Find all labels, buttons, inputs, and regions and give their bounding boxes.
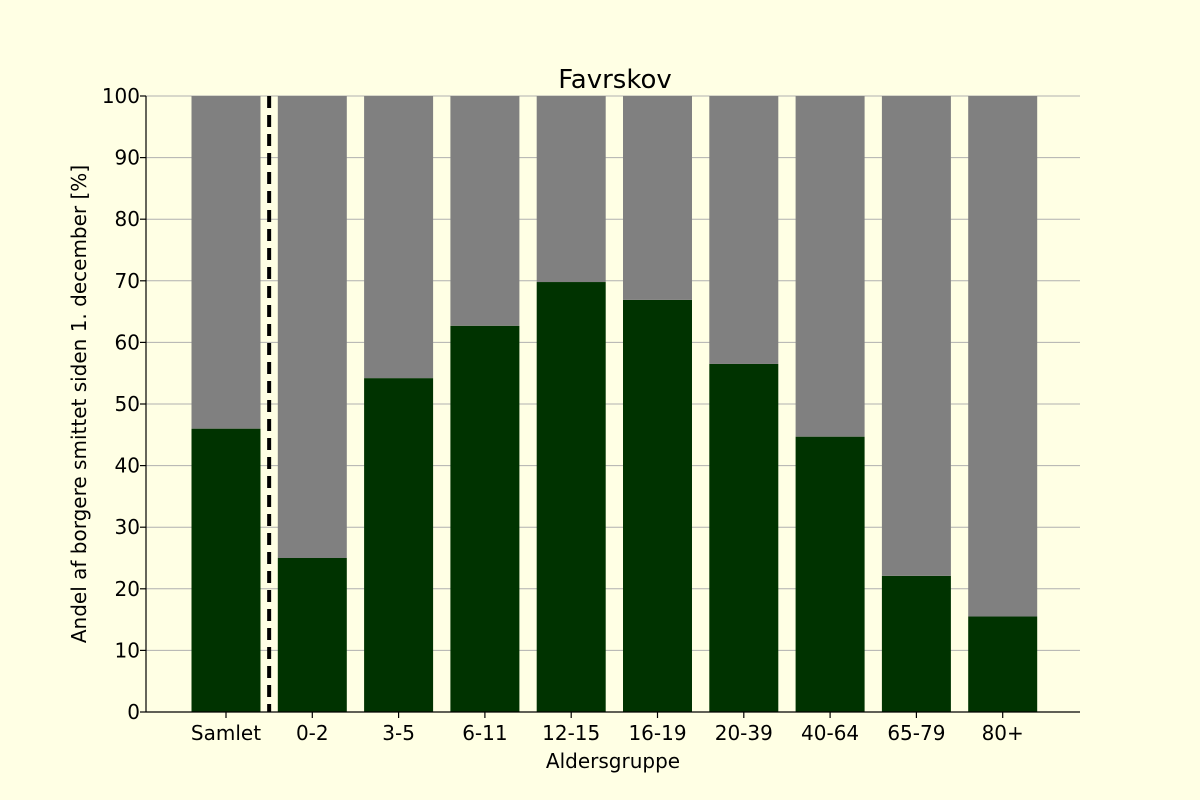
x-tick-label: 20-39 [715,721,773,745]
bars [191,96,1038,712]
x-tick-label: 80+ [982,721,1024,745]
y-tick-label: 70 [115,269,140,293]
bar-segment-1 [795,436,865,712]
y-tick-label: 20 [115,577,140,601]
x-tick-label: 40-64 [801,721,859,745]
y-tick-label: 10 [115,638,140,662]
y-tick-label: 90 [115,146,140,170]
bar-segment-1 [364,378,434,712]
y-tick-label: 100 [102,84,140,108]
y-tick-label: 30 [115,515,140,539]
bar-segment-2 [450,96,520,326]
x-tick-label: 0-2 [296,721,329,745]
bar-segment-1 [277,558,347,712]
y-ticks: 0 10 20 30 40 50 60 70 80 90 100 [102,84,146,724]
bar-segment-2 [795,96,865,437]
bar-segment-1 [450,325,520,712]
x-axis-title: Aldersgruppe [546,749,680,773]
y-tick-label: 60 [115,330,140,354]
x-ticks: Samlet 0-2 3-5 6-11 12-15 16-19 20-39 40-64 65-7… [191,712,1024,745]
x-tick-label: Samlet [191,721,261,745]
y-tick-label: 0 [127,700,140,724]
bar-segment-1 [881,575,951,712]
x-tick-label: 6-11 [462,721,507,745]
x-tick-label: 12-15 [542,721,600,745]
bar-segment-1 [968,616,1038,712]
x-tick-label: 65-79 [887,721,945,745]
y-tick-label: 80 [115,207,140,231]
bar-segment-2 [709,96,779,364]
bar-segment-1 [623,299,692,712]
bar-segment-2 [536,96,606,283]
y-axis-title: Andel af borgere smittet siden 1. decemb… [67,165,91,643]
bar-segment-2 [191,96,261,429]
bar-segment-2 [277,96,347,558]
bar-segment-1 [709,363,779,712]
bar-segment-1 [536,282,606,712]
bar-segment-1 [191,428,261,712]
bar-segment-2 [364,96,434,379]
x-tick-label: 16-19 [628,721,686,745]
bar-segment-2 [968,96,1038,617]
bar-segment-2 [623,96,692,300]
x-tick-label: 3-5 [382,721,415,745]
chart-title: Favrskov [558,65,672,95]
bar-segment-2 [881,96,951,576]
y-tick-label: 50 [115,392,140,416]
y-tick-label: 40 [115,454,140,478]
